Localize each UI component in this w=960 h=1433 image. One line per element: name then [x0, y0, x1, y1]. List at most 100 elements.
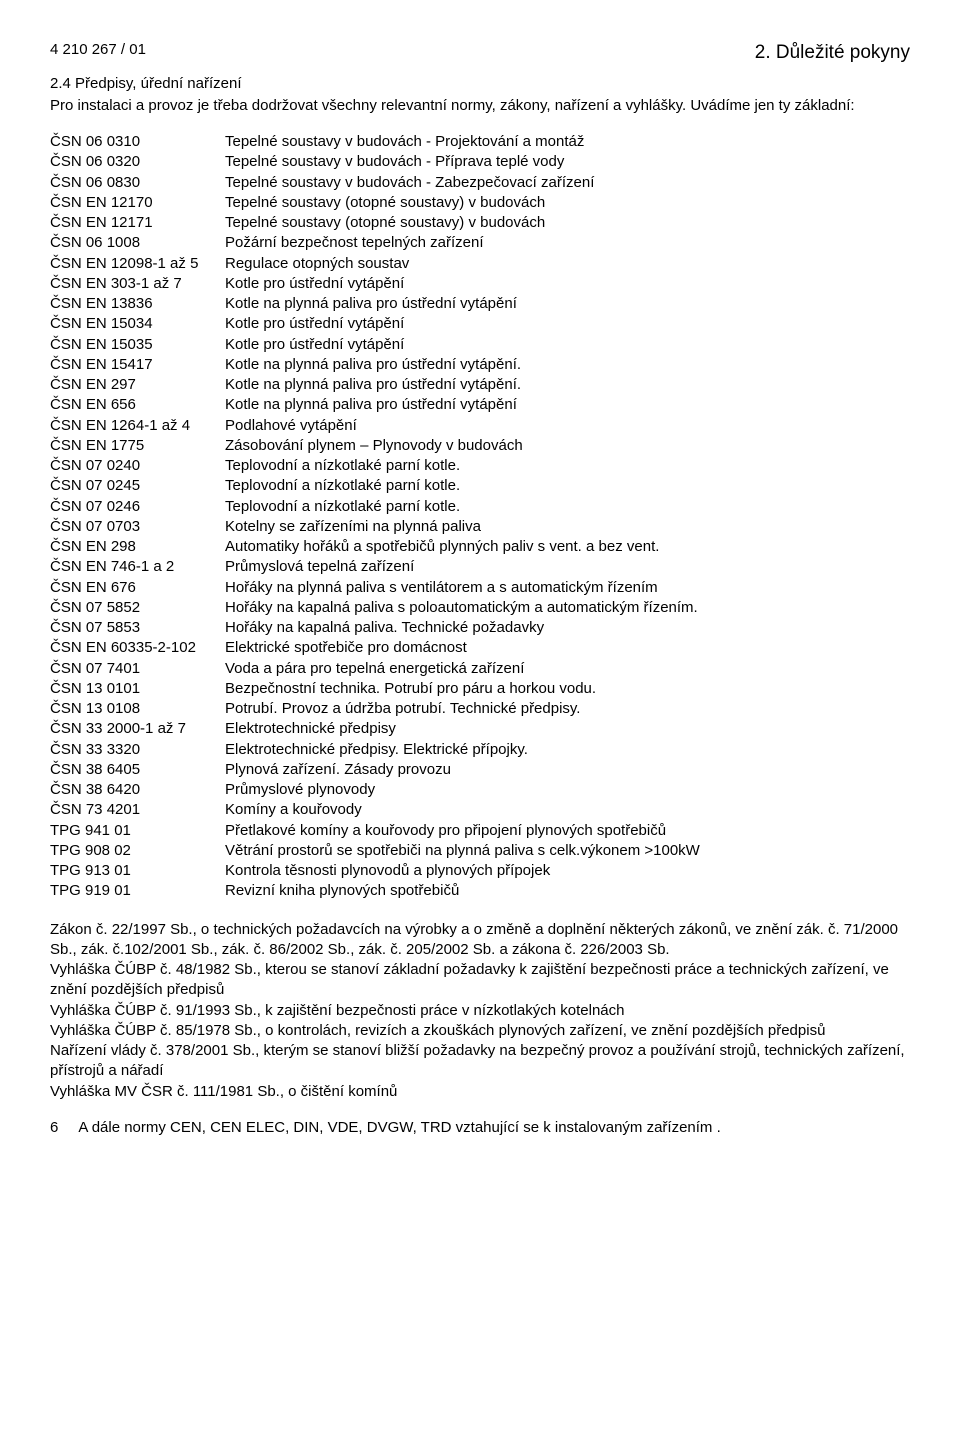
- regulation-code: ČSN 07 5853: [50, 618, 225, 638]
- regulation-row: ČSN 06 0310Tepelné soustavy v budovách -…: [50, 132, 910, 152]
- regulation-description: Kotle pro ústřední vytápění: [225, 274, 910, 294]
- regulation-row: ČSN EN 297Kotle na plynná paliva pro úst…: [50, 375, 910, 395]
- regulation-code: ČSN 06 0320: [50, 152, 225, 172]
- regulation-description: Revizní kniha plynových spotřebičů: [225, 881, 910, 901]
- regulation-description: Hořáky na kapalná paliva. Technické poža…: [225, 618, 910, 638]
- footer-note: A dále normy CEN, CEN ELEC, DIN, VDE, DV…: [78, 1118, 910, 1138]
- regulation-description: Regulace otopných soustav: [225, 254, 910, 274]
- regulation-code: TPG 913 01: [50, 861, 225, 881]
- regulation-row: ČSN EN 298Automatiky hořáků a spotřebičů…: [50, 537, 910, 557]
- regulation-description: Elektrotechnické předpisy: [225, 719, 910, 739]
- regulation-description: Teplovodní a nízkotlaké parní kotle.: [225, 476, 910, 496]
- regulation-description: Kotle na plynná paliva pro ústřední vytá…: [225, 294, 910, 314]
- regulation-code: ČSN 06 0310: [50, 132, 225, 152]
- regulation-description: Elektrotechnické předpisy. Elektrické př…: [225, 740, 910, 760]
- regulation-row: ČSN 07 0246Teplovodní a nízkotlaké parní…: [50, 497, 910, 517]
- laws-list: Zákon č. 22/1997 Sb., o technických poža…: [50, 920, 910, 1102]
- regulation-row: ČSN EN 1775Zásobování plynem – Plynovody…: [50, 436, 910, 456]
- regulation-row: ČSN 06 1008Požární bezpečnost tepelných …: [50, 233, 910, 253]
- regulation-row: ČSN 06 0320Tepelné soustavy v budovách -…: [50, 152, 910, 172]
- regulation-row: ČSN EN 15035Kotle pro ústřední vytápění: [50, 335, 910, 355]
- regulation-description: Tepelné soustavy (otopné soustavy) v bud…: [225, 193, 910, 213]
- page-header: 4 210 267 / 01 2. Důležité pokyny: [50, 40, 910, 66]
- regulation-code: ČSN EN 12098-1 až 5: [50, 254, 225, 274]
- law-paragraph: Zákon č. 22/1997 Sb., o technických poža…: [50, 920, 910, 961]
- regulation-description: Kotle na plynná paliva pro ústřední vytá…: [225, 375, 910, 395]
- regulation-row: ČSN 33 2000-1 až 7Elektrotechnické předp…: [50, 719, 910, 739]
- regulation-row: ČSN EN 656Kotle na plynná paliva pro úst…: [50, 395, 910, 415]
- regulation-code: ČSN EN 15417: [50, 355, 225, 375]
- regulation-code: TPG 908 02: [50, 841, 225, 861]
- regulation-description: Požární bezpečnost tepelných zařízení: [225, 233, 910, 253]
- intro-line-2: Uvádíme jen ty základní:: [690, 97, 854, 114]
- law-paragraph: Vyhláška ČÚBP č. 85/1978 Sb., o kontrolá…: [50, 1021, 910, 1041]
- regulation-description: Kotle na plynná paliva pro ústřední vytá…: [225, 355, 910, 375]
- law-paragraph: Vyhláška ČÚBP č. 91/1993 Sb., k zajištěn…: [50, 1001, 910, 1021]
- regulation-code: ČSN 38 6420: [50, 780, 225, 800]
- regulation-code: ČSN 07 7401: [50, 659, 225, 679]
- regulation-description: Tepelné soustavy (otopné soustavy) v bud…: [225, 213, 910, 233]
- regulation-code: ČSN 13 0101: [50, 679, 225, 699]
- regulation-row: ČSN EN 12098-1 až 5Regulace otopných sou…: [50, 254, 910, 274]
- regulation-row: TPG 941 01Přetlakové komíny a kouřovody …: [50, 821, 910, 841]
- doc-id: 4 210 267 / 01: [50, 40, 146, 66]
- regulation-row: ČSN EN 15417Kotle na plynná paliva pro ú…: [50, 355, 910, 375]
- regulation-row: ČSN EN 60335-2-102Elektrické spotřebiče …: [50, 638, 910, 658]
- regulation-code: ČSN 07 5852: [50, 598, 225, 618]
- regulation-description: Automatiky hořáků a spotřebičů plynných …: [225, 537, 910, 557]
- regulation-description: Průmyslové plynovody: [225, 780, 910, 800]
- regulation-code: ČSN EN 13836: [50, 294, 225, 314]
- regulation-row: ČSN EN 1264-1 až 4Podlahové vytápění: [50, 416, 910, 436]
- regulation-description: Teplovodní a nízkotlaké parní kotle.: [225, 497, 910, 517]
- regulation-code: ČSN 07 0246: [50, 497, 225, 517]
- regulation-row: ČSN EN 746-1 a 2Průmyslová tepelná zaříz…: [50, 557, 910, 577]
- regulation-row: ČSN 38 6420Průmyslové plynovody: [50, 780, 910, 800]
- regulation-row: ČSN EN 12171Tepelné soustavy (otopné sou…: [50, 213, 910, 233]
- regulation-row: TPG 919 01Revizní kniha plynových spotře…: [50, 881, 910, 901]
- regulation-code: ČSN EN 746-1 a 2: [50, 557, 225, 577]
- regulation-code: ČSN EN 15034: [50, 314, 225, 334]
- regulation-description: Hořáky na kapalná paliva s poloautomatic…: [225, 598, 910, 618]
- regulation-description: Kotelny se zařízeními na plynná paliva: [225, 517, 910, 537]
- page-footer: 6 A dále normy CEN, CEN ELEC, DIN, VDE, …: [50, 1118, 910, 1138]
- regulation-description: Tepelné soustavy v budovách - Příprava t…: [225, 152, 910, 172]
- regulation-row: ČSN 13 0108Potrubí. Provoz a údržba potr…: [50, 699, 910, 719]
- regulation-description: Podlahové vytápění: [225, 416, 910, 436]
- regulation-code: ČSN 07 0703: [50, 517, 225, 537]
- regulation-code: ČSN EN 1264-1 až 4: [50, 416, 225, 436]
- regulation-row: ČSN EN 303-1 až 7Kotle pro ústřední vytá…: [50, 274, 910, 294]
- regulation-code: ČSN 33 3320: [50, 740, 225, 760]
- regulation-row: ČSN 07 0240Teplovodní a nízkotlaké parní…: [50, 456, 910, 476]
- regulation-description: Tepelné soustavy v budovách - Projektová…: [225, 132, 910, 152]
- regulation-description: Kotle na plynná paliva pro ústřední vytá…: [225, 395, 910, 415]
- regulation-description: Komíny a kouřovody: [225, 800, 910, 820]
- regulation-code: ČSN EN 12171: [50, 213, 225, 233]
- regulation-code: ČSN EN 12170: [50, 193, 225, 213]
- regulation-code: ČSN EN 297: [50, 375, 225, 395]
- regulation-code: TPG 919 01: [50, 881, 225, 901]
- regulation-row: ČSN 73 4201Komíny a kouřovody: [50, 800, 910, 820]
- regulation-description: Průmyslová tepelná zařízení: [225, 557, 910, 577]
- intro-line-1: Pro instalaci a provoz je třeba dodržova…: [50, 97, 686, 114]
- regulation-description: Potrubí. Provoz a údržba potrubí. Techni…: [225, 699, 910, 719]
- regulation-description: Plynová zařízení. Zásady provozu: [225, 760, 910, 780]
- regulation-code: ČSN EN 1775: [50, 436, 225, 456]
- regulation-code: ČSN 07 0240: [50, 456, 225, 476]
- regulation-code: ČSN 13 0108: [50, 699, 225, 719]
- regulation-row: ČSN 38 6405Plynová zařízení. Zásady prov…: [50, 760, 910, 780]
- regulation-description: Elektrické spotřebiče pro domácnost: [225, 638, 910, 658]
- intro-text: Pro instalaci a provoz je třeba dodržova…: [50, 96, 910, 116]
- regulation-row: ČSN EN 676Hořáky na plynná paliva s vent…: [50, 578, 910, 598]
- regulation-row: ČSN 13 0101Bezpečnostní technika. Potrub…: [50, 679, 910, 699]
- regulation-description: Větrání prostorů se spotřebiči na plynná…: [225, 841, 910, 861]
- regulation-row: ČSN EN 12170Tepelné soustavy (otopné sou…: [50, 193, 910, 213]
- regulation-description: Kotle pro ústřední vytápění: [225, 335, 910, 355]
- regulation-code: TPG 941 01: [50, 821, 225, 841]
- page-number: 6: [50, 1118, 58, 1138]
- regulation-code: ČSN EN 676: [50, 578, 225, 598]
- regulation-description: Bezpečnostní technika. Potrubí pro páru …: [225, 679, 910, 699]
- regulation-description: Hořáky na plynná paliva s ventilátorem a…: [225, 578, 910, 598]
- regulation-row: TPG 913 01Kontrola těsnosti plynovodů a …: [50, 861, 910, 881]
- regulation-description: Zásobování plynem – Plynovody v budovách: [225, 436, 910, 456]
- law-paragraph: Vyhláška ČÚBP č. 48/1982 Sb., kterou se …: [50, 960, 910, 1001]
